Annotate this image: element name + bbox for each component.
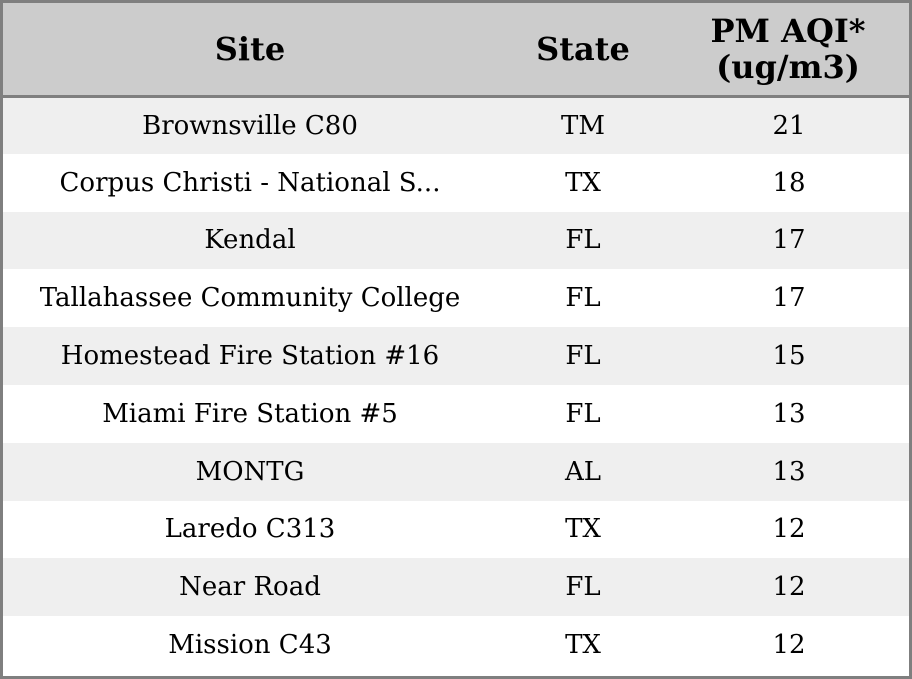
cell-aqi: 12	[772, 630, 806, 661]
cell-state: FL	[565, 225, 601, 256]
header-row: Site State PM AQI* (ug/m3)	[3, 3, 909, 98]
cell-state: FL	[565, 283, 601, 314]
cell-state: TX	[565, 167, 601, 198]
header-state: State	[497, 3, 669, 98]
cell-site: Homestead Fire Station #16	[60, 341, 440, 372]
table-body: Brownsville C80 TM 21 Corpus Christi - N…	[3, 96, 909, 674]
header-site: Site	[3, 3, 497, 98]
table-header: Site State PM AQI* (ug/m3)	[3, 3, 909, 98]
cell-site: Miami Fire Station #5	[102, 398, 398, 429]
cell-state: TX	[565, 514, 601, 545]
table-row: Near Road FL 12	[3, 558, 909, 617]
cell-aqi: 13	[772, 456, 806, 487]
table-row: Miami Fire Station #5 FL 13	[3, 384, 909, 443]
cell-state: AL	[564, 456, 602, 487]
cell-aqi: 12	[772, 514, 806, 545]
table-row: Kendal FL 17	[3, 211, 909, 270]
cell-aqi: 13	[772, 398, 806, 429]
cell-aqi: 12	[772, 572, 806, 603]
cell-aqi: 17	[772, 225, 806, 256]
header-pm-aqi-title: PM AQI*	[710, 11, 866, 50]
table-row: MONTG AL 13	[3, 442, 909, 501]
cell-site: Tallahassee Community College	[39, 283, 461, 314]
cell-site: Corpus Christi - National S...	[59, 167, 441, 198]
aqi-table: Site State PM AQI* (ug/m3) Brownsville C…	[3, 3, 909, 674]
header-pm-aqi-unit: (ug/m3)	[716, 47, 860, 86]
cell-state: FL	[565, 572, 601, 603]
cell-aqi: 18	[772, 167, 806, 198]
table-row: Brownsville C80 TM 21	[3, 96, 909, 154]
cell-state: FL	[565, 398, 601, 429]
cell-state: TM	[561, 110, 605, 141]
cell-site: Near Road	[179, 572, 321, 603]
cell-site: Mission C43	[168, 630, 332, 661]
cell-site: MONTG	[195, 456, 305, 487]
table-row: Corpus Christi - National S... TX 18	[3, 153, 909, 212]
table-row: Laredo C313 TX 12	[3, 500, 909, 559]
cell-site: Laredo C313	[164, 514, 336, 545]
cell-site: Brownsville C80	[142, 110, 358, 141]
table-row: Homestead Fire Station #16 FL 15	[3, 327, 909, 385]
header-pm-aqi: PM AQI* (ug/m3)	[669, 3, 909, 98]
cell-site: Kendal	[204, 225, 296, 256]
cell-aqi: 17	[772, 283, 806, 314]
table-row: Mission C43 TX 12	[3, 616, 909, 674]
cell-aqi: 21	[772, 110, 806, 141]
cell-aqi: 15	[772, 341, 806, 372]
table-row: Tallahassee Community College FL 17	[3, 269, 909, 328]
cell-state: TX	[565, 630, 601, 661]
cell-state: FL	[565, 341, 601, 372]
